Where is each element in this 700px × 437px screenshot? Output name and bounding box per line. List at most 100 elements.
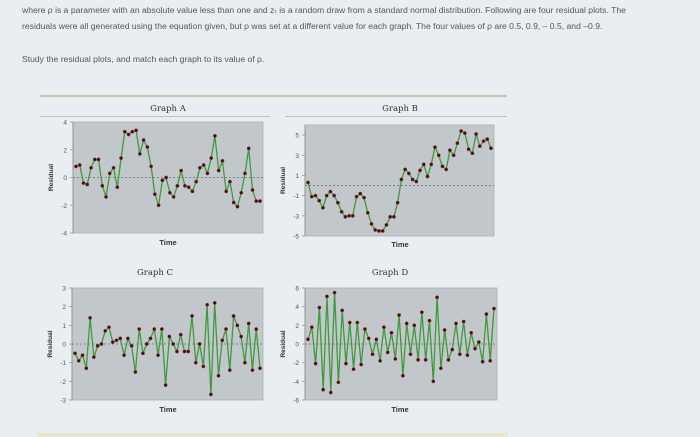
data-point [332, 193, 337, 198]
problem-intro-text: where ρ is a parameter with an absolute … [22, 5, 626, 31]
data-point [119, 156, 123, 160]
y-tick-label: 4 [63, 120, 67, 127]
data-point [397, 313, 402, 317]
data-point [144, 342, 149, 346]
y-tick-label: 2 [62, 304, 66, 311]
data-point [137, 152, 142, 156]
data-point [89, 165, 93, 170]
data-point [395, 200, 400, 205]
data-point [324, 193, 329, 198]
data-point [163, 383, 168, 387]
data-point [313, 361, 318, 366]
data-point [448, 148, 452, 153]
data-point [321, 205, 325, 210]
data-point [362, 195, 366, 200]
data-point [481, 139, 486, 144]
data-point [450, 347, 455, 352]
graph-a-svg: 4 2 0 -2 -4 Residual [48, 120, 264, 238]
data-point [435, 295, 439, 300]
data-point [149, 164, 154, 169]
data-point [328, 189, 333, 194]
data-point [194, 179, 199, 184]
data-point [197, 342, 202, 346]
data-point [178, 332, 183, 337]
y-tick-label: 1 [62, 323, 66, 330]
data-point [254, 327, 259, 331]
data-point [73, 351, 77, 356]
data-point [231, 314, 236, 318]
data-point [433, 145, 437, 150]
y-tick-label: 0 [62, 342, 66, 349]
y-axis-label: Residual [280, 167, 287, 194]
data-point [358, 191, 363, 196]
data-point [201, 163, 206, 167]
data-point [239, 190, 244, 195]
data-point [373, 228, 378, 232]
graph-a-chart: 4 2 0 -2 -4 Residual [48, 120, 264, 238]
y-tick-label: -2 [61, 203, 67, 210]
graph-b-title: Graph B [382, 104, 418, 114]
data-point [201, 364, 206, 369]
data-point [419, 310, 424, 315]
data-point [465, 353, 470, 358]
data-point [190, 314, 194, 318]
data-point [321, 387, 326, 392]
data-point [224, 327, 228, 331]
data-point [175, 183, 180, 188]
data-point [205, 302, 210, 307]
graph-d-xlabel: Time [391, 405, 409, 414]
data-point [159, 327, 164, 331]
data-point [380, 229, 385, 233]
data-point [414, 179, 419, 184]
graph-b-title-divider [285, 116, 507, 117]
data-point [179, 168, 184, 173]
data-point [429, 162, 434, 167]
data-point [254, 199, 259, 203]
data-point [377, 229, 381, 233]
data-point [332, 290, 337, 295]
data-point [343, 214, 348, 219]
data-point [235, 323, 240, 328]
data-point [306, 180, 310, 185]
data-point [175, 349, 179, 354]
data-point [182, 349, 187, 354]
graph-c-xlabel: Time [159, 405, 177, 414]
data-point [99, 342, 104, 346]
data-point [444, 167, 449, 172]
data-point [461, 319, 466, 324]
data-point [171, 195, 176, 199]
data-point [167, 190, 172, 195]
data-point [205, 171, 210, 176]
data-point [470, 151, 475, 156]
data-point [474, 132, 478, 136]
data-point [477, 144, 482, 149]
data-point [125, 336, 130, 341]
data-point [339, 209, 344, 214]
data-point [418, 168, 422, 173]
data-point [141, 138, 146, 142]
data-point [384, 223, 389, 227]
data-point [351, 367, 356, 372]
data-point [228, 179, 232, 184]
data-point [325, 294, 329, 299]
data-point [476, 340, 481, 345]
data-point [408, 352, 413, 357]
data-point [473, 346, 477, 351]
data-point [103, 329, 108, 333]
data-point [122, 353, 126, 358]
y-tick-label: -2 [60, 379, 66, 386]
y-tick-label: -2 [293, 360, 299, 367]
data-point [91, 355, 96, 359]
data-point [451, 153, 456, 158]
data-point [92, 157, 97, 162]
data-point [484, 312, 489, 317]
data-point [95, 343, 100, 348]
data-point [167, 334, 172, 339]
data-point [366, 336, 371, 341]
data-point [171, 342, 176, 346]
y-tick-label: -3 [293, 213, 299, 220]
data-point [111, 165, 116, 170]
data-point [306, 337, 310, 342]
data-point [133, 370, 138, 374]
data-point [410, 177, 415, 182]
